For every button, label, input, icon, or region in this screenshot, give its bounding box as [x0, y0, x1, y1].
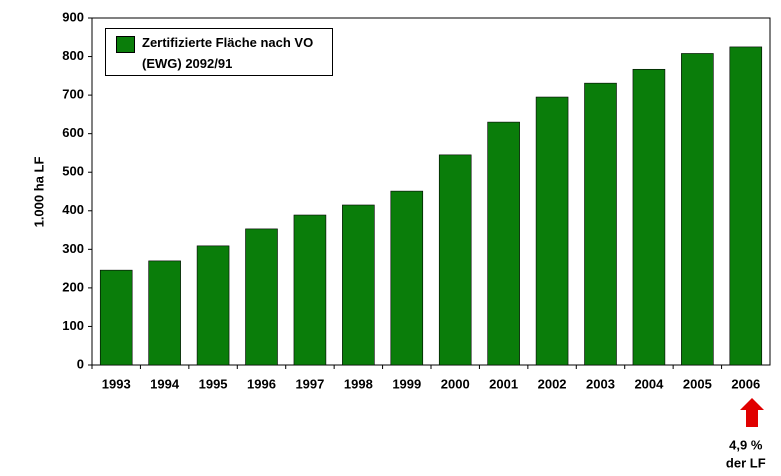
y-tick-label: 600	[62, 125, 84, 140]
y-tick-label: 700	[62, 87, 84, 102]
bar	[342, 204, 375, 366]
bar	[99, 269, 133, 366]
x-tick-label: 1997	[295, 376, 324, 391]
x-tick-label: 2003	[586, 376, 615, 391]
bar	[584, 82, 617, 366]
bar	[196, 245, 230, 366]
x-tick-label: 1993	[102, 376, 131, 391]
y-tick-label: 900	[62, 9, 84, 24]
y-tick-label: 300	[62, 241, 84, 256]
legend-label: Zertifizierte Fläche nach VO (EWG) 2092/…	[142, 35, 314, 71]
bar	[293, 214, 327, 366]
x-tick-label: 1996	[247, 376, 276, 391]
annotation: der LF	[726, 455, 766, 470]
x-tick-label: 2001	[489, 376, 518, 391]
y-tick-label: 200	[62, 279, 84, 294]
bar	[245, 228, 278, 366]
x-tick-label: 1994	[150, 376, 180, 391]
bar	[681, 53, 714, 366]
y-tick-label: 800	[62, 48, 84, 63]
x-tick-label: 2000	[441, 376, 470, 391]
arrow	[740, 398, 764, 427]
y-tick-label: 0	[77, 356, 84, 371]
bar	[438, 154, 472, 366]
x-tick-label: 1998	[344, 376, 373, 391]
bar	[535, 96, 569, 366]
y-tick-label: 500	[62, 164, 84, 179]
y-axis-label: 1.000 ha LF	[31, 157, 46, 228]
legend-swatch	[116, 36, 135, 53]
legend: Zertifizierte Fläche nach VO (EWG) 2092/…	[105, 28, 333, 76]
bar	[148, 260, 181, 366]
x-tick-label: 1999	[392, 376, 421, 391]
x-tick-label: 2005	[683, 376, 712, 391]
bar	[390, 190, 424, 366]
x-tick-label: 1995	[199, 376, 228, 391]
bar	[632, 68, 666, 366]
annotation: 4,9 %	[729, 437, 763, 452]
bar	[729, 46, 763, 366]
bar	[487, 121, 520, 366]
y-tick-label: 400	[62, 202, 84, 217]
x-tick-label: 2006	[731, 376, 760, 391]
y-tick-label: 100	[62, 318, 84, 333]
x-tick-label: 2002	[538, 376, 567, 391]
x-tick-label: 2004	[634, 376, 664, 391]
